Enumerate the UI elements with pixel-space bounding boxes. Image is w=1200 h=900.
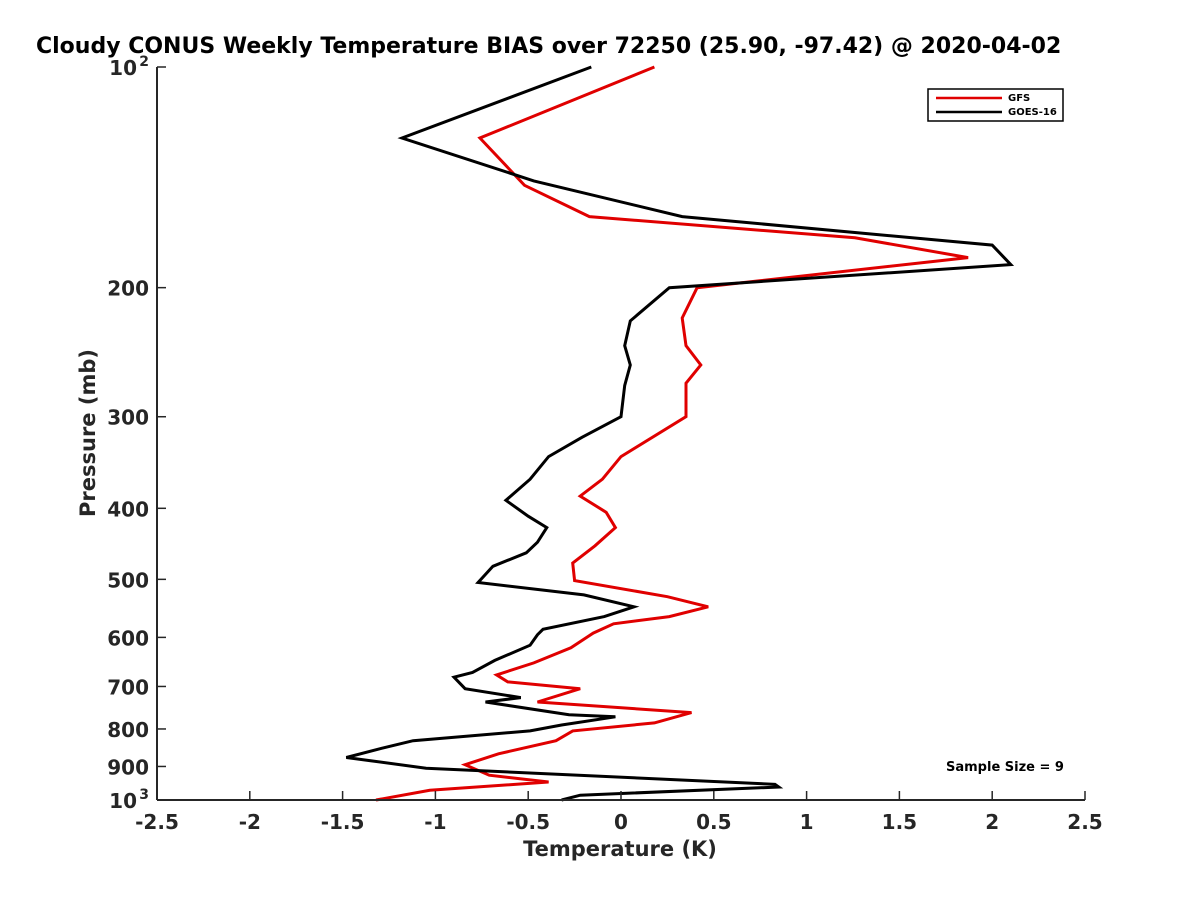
- y-tick-label: 800: [107, 718, 149, 742]
- y-tick-label: 300: [107, 406, 149, 430]
- legend-label-goes-16: GOES-16: [1008, 107, 1057, 118]
- x-tick-label: -1.5: [321, 810, 365, 834]
- y-tick-label: 900: [107, 755, 149, 779]
- x-tick-label: 1.5: [882, 810, 917, 834]
- axes: -2.5 -2 -1.5 -1 -0.5 0 0.5 1 1.5 2 2.510 2200300400…: [107, 54, 1102, 834]
- x-tick-label: 2.5: [1067, 810, 1102, 834]
- x-tick-label: 1: [800, 810, 814, 834]
- y-tick-label: 500: [107, 568, 149, 592]
- series-line-gfs: [375, 65, 969, 802]
- legend-box: [927, 88, 1064, 122]
- y-axis-label: Pressure (mb): [76, 349, 100, 517]
- y-tick-label: 10: [109, 789, 137, 813]
- x-tick-label: 0: [614, 810, 628, 834]
- plot-area: -2.5 -2 -1.5 -1 -0.5 0 0.5 1 1.5 2 2.510 2200300400…: [107, 54, 1102, 834]
- y-tick-label: 400: [107, 497, 149, 521]
- series-layer: [345, 65, 1015, 802]
- x-tick-label: -0.5: [506, 810, 550, 834]
- y-tick-label: 700: [107, 675, 149, 699]
- x-tick-label: -1: [424, 810, 446, 834]
- x-axis-label: Temperature (K): [523, 837, 717, 861]
- y-tick-label: 10: [109, 56, 137, 80]
- x-tick-label: -2: [239, 810, 261, 834]
- x-tick-label: -2.5: [135, 810, 179, 834]
- y-tick-label: 200: [107, 277, 149, 301]
- legend: GFS GOES-16: [927, 88, 1064, 122]
- y-tick-exponent: 3: [139, 787, 149, 803]
- sample-size-note: Sample Size = 9: [946, 760, 1064, 775]
- y-tick-label: 600: [107, 626, 149, 650]
- y-tick-exponent: 2: [139, 54, 149, 70]
- series-line-goes-16: [345, 65, 1015, 802]
- legend-label-gfs: GFS: [1008, 93, 1030, 104]
- x-tick-label: 2: [985, 810, 999, 834]
- chart-title: Cloudy CONUS Weekly Temperature BIAS ove…: [36, 34, 1061, 59]
- x-tick-label: 0.5: [696, 810, 731, 834]
